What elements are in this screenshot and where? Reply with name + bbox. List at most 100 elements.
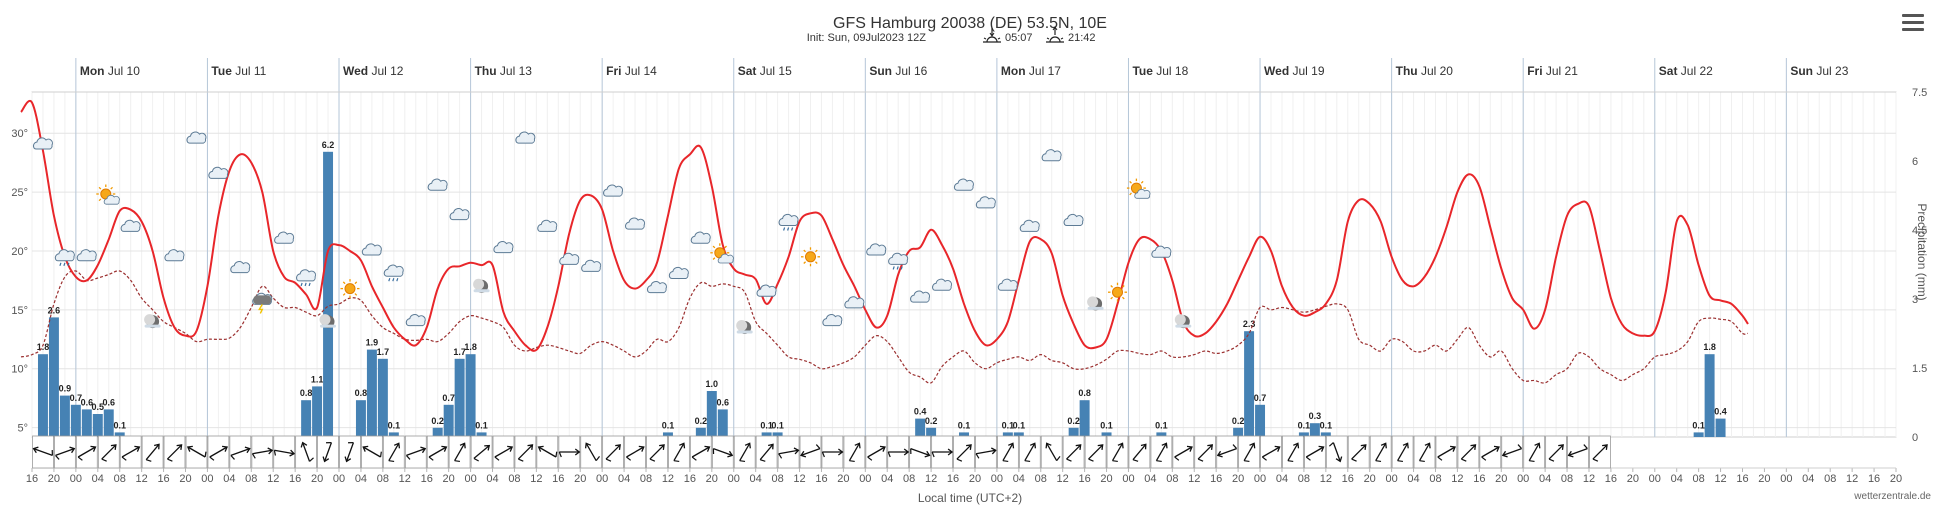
x-hour-tick: 20 [1495, 473, 1507, 485]
cloud-icon [537, 219, 558, 232]
x-hour-tick: 08 [1166, 473, 1178, 485]
x-hour-tick: 04 [881, 473, 893, 485]
precip-bar [1013, 432, 1024, 437]
wind-arrow-cell [426, 435, 449, 469]
precip-bar [377, 358, 388, 437]
weather-symbol-cloud-icon [449, 208, 470, 221]
x-hour-tick: 16 [1868, 473, 1880, 485]
sun-ray [98, 186, 102, 190]
y-right-tick: 4.5 [1912, 225, 1927, 237]
wind-arrow-head [1567, 450, 1574, 458]
wind-arrow-shaft [345, 442, 355, 462]
wind-barb [1024, 460, 1031, 463]
wind-arrow-icon [1132, 443, 1147, 462]
wind-arrow-head [1029, 442, 1037, 449]
cloud-icon [668, 266, 689, 279]
cloud-icon [1019, 219, 1040, 232]
weather-symbol-cloud-icon [822, 314, 843, 327]
precip-label: 0.1 [475, 420, 488, 430]
day-label: Sat Jul 22 [1659, 64, 1713, 78]
x-hour-tick: 20 [1627, 473, 1639, 485]
wind-arrow-shaft [1155, 443, 1167, 461]
x-hour-tick: 12 [662, 473, 674, 485]
wind-arrow-head [344, 456, 352, 463]
precip-bar [915, 418, 926, 437]
wind-arrow-cell [141, 435, 164, 469]
cloud-icon [274, 231, 295, 244]
wind-barb [1351, 458, 1357, 462]
day-label: Mon Jul 10 [80, 64, 140, 78]
precip-bar [761, 432, 772, 437]
wind-arrow-icon [821, 448, 844, 458]
rain-drop [392, 278, 395, 282]
wind-arrow-head [879, 445, 886, 452]
wind-arrow-icon [1305, 445, 1325, 461]
sun-ray [1110, 285, 1114, 288]
sun-ray [1121, 285, 1125, 288]
cloud-icon [1134, 189, 1151, 199]
x-hour-tick: 04 [618, 473, 630, 485]
x-hour-tick: 04 [486, 473, 498, 485]
wind-arrow-cell [1369, 435, 1392, 469]
wind-barb [673, 460, 680, 463]
wind-arrow-icon [186, 445, 207, 458]
moon-shadow [144, 314, 156, 326]
wind-arrow-cell [1238, 435, 1260, 469]
wind-arrow-icon [428, 445, 448, 461]
x-hour-tick: 04 [750, 473, 762, 485]
cloud-icon [449, 208, 470, 221]
cloud-icon [103, 194, 120, 205]
precip-label: 1.8 [1703, 342, 1716, 352]
wind-arrow-head [176, 444, 183, 450]
precip-bar [312, 386, 323, 437]
precip-label: 2.3 [1243, 319, 1256, 329]
hamburger-menu-icon[interactable] [1902, 14, 1924, 34]
precip-bar [1068, 427, 1079, 437]
moon-haze [1175, 324, 1192, 328]
wind-arrow-icon [454, 442, 466, 463]
weather-symbol-moon-icon [319, 314, 336, 329]
day-label: Wed Jul 12 [343, 64, 404, 78]
x-hour-tick: 08 [1035, 473, 1047, 485]
wind-barb [1305, 456, 1311, 461]
y-right-tick: 0 [1912, 432, 1918, 444]
x-hour-tick: 08 [640, 473, 652, 485]
wind-arrow-shaft [274, 449, 295, 455]
wind-barb [626, 456, 632, 461]
wind-arrow-cell [1216, 435, 1239, 469]
weather-symbol-cloud-icon [120, 219, 141, 232]
precip-label: 0.1 [113, 420, 126, 430]
x-hour-tick: 20 [1758, 473, 1770, 485]
wind-barb [956, 458, 963, 462]
wind-arrow-cell [733, 435, 756, 469]
wind-arrow-head [1534, 442, 1541, 449]
weather-symbol-cloud-icon [603, 184, 624, 197]
wind-barb [51, 450, 53, 456]
wind-arrow-head [484, 444, 491, 451]
wind-barb [691, 456, 697, 461]
precip-label: 0.1 [1320, 420, 1333, 430]
cloud-icon [581, 259, 602, 272]
wind-barb [230, 455, 235, 460]
cloud-icon [1151, 245, 1172, 258]
precip-bar [926, 427, 937, 437]
x-hour-tick: 00 [1780, 473, 1792, 485]
wind-arrow-shaft [1528, 443, 1540, 461]
wind-arrow-head [134, 445, 141, 452]
wind-arrow-head [1097, 444, 1104, 450]
wind-arrow-cell [1523, 435, 1546, 469]
weather-symbol-rain-icon [888, 252, 909, 270]
day-label: Sun Jul 16 [869, 64, 927, 78]
precip-bar [388, 432, 399, 437]
wind-arrow-head [1360, 444, 1367, 450]
wind-barb [555, 451, 558, 458]
x-hour-tick: 04 [355, 473, 367, 485]
wind-arrow-head [1216, 450, 1223, 458]
wind-arrow-shaft [1568, 447, 1588, 457]
rain-drop [388, 278, 391, 282]
wind-arrow-head [638, 445, 645, 452]
wind-barb [815, 444, 821, 449]
sun-ray [803, 261, 807, 264]
cloud-icon [625, 217, 646, 230]
cloud-icon [844, 296, 865, 309]
